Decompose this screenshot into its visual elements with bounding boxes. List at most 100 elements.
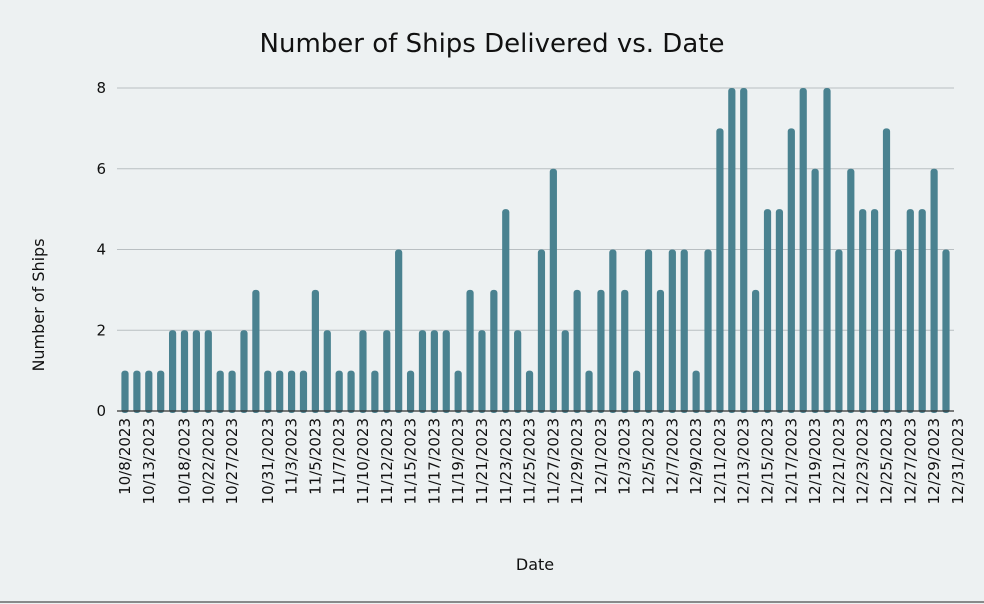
x-tick-label: 10/27/2023: [223, 418, 241, 504]
bars: 10/8/2023: 1 10/11/2023: 1 10/13/2023: 1 10…: [121, 88, 950, 413]
x-tick-label: 11/29/2023: [568, 418, 586, 504]
bar: 12/13/2023: 8: [740, 88, 748, 413]
bar: 11/13/2023: 4: [395, 249, 403, 413]
x-tick-label: 11/19/2023: [449, 418, 467, 504]
x-tick-label: 10/8/2023: [116, 418, 134, 495]
x-tick-label: 10/13/2023: [140, 418, 158, 504]
bar: 11/21/2023: 2: [478, 330, 486, 413]
bar: 10/31/2023: 1: [264, 370, 272, 413]
bar: 12/21/2023: 4: [835, 249, 843, 413]
x-tick-label: 12/7/2023: [663, 418, 681, 495]
x-tick-label: 11/27/2023: [544, 418, 562, 504]
bar: 12/29/2023: 6: [930, 168, 938, 413]
bar: 11/29/2023: 3: [573, 289, 581, 413]
bar: 12/22/2023: 6: [847, 168, 855, 413]
bar: 10/15/2023: 1: [157, 370, 165, 413]
bar: 12/12/2023: 8: [728, 88, 736, 413]
bar: 10/22/2023: 2: [204, 330, 212, 413]
bar: 11/7/2023: 1: [335, 370, 343, 413]
bar: 10/27/2023: 1: [228, 370, 236, 413]
bar: 12/28/2023: 5: [918, 209, 926, 413]
bar: 11/30/2023: 1: [585, 370, 593, 413]
bar: 12/30/2023: 4: [942, 249, 950, 413]
bar: 12/6/2023: 3: [656, 289, 665, 413]
bar: 11/22/2023: 3: [490, 289, 498, 413]
x-tick-label: 11/3/2023: [283, 418, 301, 495]
bar: 10/17/2023: 2: [168, 330, 177, 413]
bar: 11/3/2023: 1: [287, 370, 296, 413]
bar: 11/1/2023: 1: [276, 370, 284, 413]
bar: 12/11/2023: 7: [716, 128, 724, 413]
bar: 10/18/2023: 2: [180, 330, 189, 413]
y-tick-label: 6: [96, 160, 106, 178]
x-tick-label: 12/19/2023: [806, 418, 824, 504]
bar: 12/27/2023: 5: [906, 209, 914, 413]
y-tick-label: 2: [96, 321, 106, 339]
bar: 11/12/2023: 2: [383, 330, 391, 413]
x-tick-label: 12/27/2023: [901, 418, 919, 504]
bar: 11/17/2023: 2: [430, 330, 438, 413]
x-tick-label: 11/15/2023: [402, 418, 420, 504]
x-tick-label: 10/22/2023: [199, 418, 217, 504]
bar: 11/8/2023: 1: [347, 370, 355, 413]
bar: 12/24/2023: 5: [871, 209, 879, 413]
x-tick-label: 12/3/2023: [616, 418, 634, 495]
x-tick-label: 12/13/2023: [735, 418, 753, 504]
bar: 12/4/2023: 1: [633, 370, 641, 413]
bar: 12/3/2023: 3: [621, 289, 629, 413]
bar: 12/20/2023: 8: [823, 88, 831, 413]
bar: 10/24/2023: 1: [216, 370, 224, 413]
x-tick-label: 10/31/2023: [259, 418, 277, 504]
bar: 11/19/2023: 1: [454, 370, 462, 413]
chart-title: Number of Ships Delivered vs. Date: [260, 29, 725, 59]
bar: 11/11/2023: 1: [371, 370, 379, 413]
x-tick-labels: 10/8/2023 10/13/2023 10/18/2023 10/22/2023 1…: [116, 418, 967, 504]
x-tick-label: 12/21/2023: [830, 418, 848, 504]
bar: 11/28/2023: 2: [561, 330, 569, 413]
bar: 12/1/2023: 3: [597, 289, 605, 413]
x-tick-label: 10/18/2023: [175, 418, 193, 504]
bar: 12/7/2023: 4: [668, 249, 676, 413]
bar: 11/20/2023: 3: [466, 289, 474, 413]
bar: 12/14/2023: 3: [752, 289, 760, 413]
x-tick-label: 11/21/2023: [473, 418, 491, 504]
bar: 10/20/2023: 2: [192, 330, 200, 413]
x-tick-label: 12/17/2023: [782, 418, 800, 504]
bar: 11/6/2023: 2: [323, 330, 331, 413]
bar: 10/11/2023: 1: [133, 370, 141, 413]
bar: 10/8/2023: 1: [121, 370, 129, 413]
bar: 12/2/2023: 4: [609, 249, 617, 413]
bar: 12/17/2023: 7: [787, 128, 795, 413]
bar: 12/25/2023: 7: [882, 128, 891, 413]
y-tick-label: 0: [96, 402, 106, 420]
x-tick-label: 12/9/2023: [687, 418, 705, 495]
bar: 10/29/2023: 2: [240, 330, 248, 413]
bar: 12/16/2023: 5: [775, 209, 784, 413]
y-tick-labels: 0 2 4 6 8: [96, 79, 106, 420]
x-axis-label: Date: [516, 555, 554, 574]
bar: 11/10/2023: 2: [359, 330, 367, 413]
x-tick-label: 12/23/2023: [854, 418, 872, 504]
bar: 11/4/2023: 1: [299, 370, 308, 413]
x-tick-label: 11/25/2023: [521, 418, 539, 504]
x-tick-label: 11/10/2023: [354, 418, 372, 504]
bar: 11/25/2023: 1: [525, 370, 534, 413]
bar: 11/26/2023: 4: [537, 249, 546, 413]
bar: 10/30/2023: 3: [252, 289, 260, 413]
bar: 11/5/2023: 3: [311, 289, 319, 413]
x-tick-label: 12/31/2023: [949, 418, 967, 504]
bar: 12/5/2023: 4: [644, 249, 653, 413]
x-tick-label: 11/7/2023: [330, 418, 348, 495]
x-tick-label: 11/5/2023: [306, 418, 324, 495]
bar: 11/16/2023: 2: [418, 330, 427, 413]
bar: 11/18/2023: 2: [442, 330, 450, 413]
bar: 12/26/2023: 4: [894, 249, 903, 413]
x-tick-label: 12/25/2023: [878, 418, 896, 504]
bar: 11/27/2023: 6: [549, 168, 557, 413]
bar: 12/10/2023: 4: [704, 249, 712, 413]
x-tick-label: 12/11/2023: [711, 418, 729, 504]
x-tick-label: 12/29/2023: [925, 418, 943, 504]
bar: 12/8/2023: 4: [680, 249, 688, 413]
